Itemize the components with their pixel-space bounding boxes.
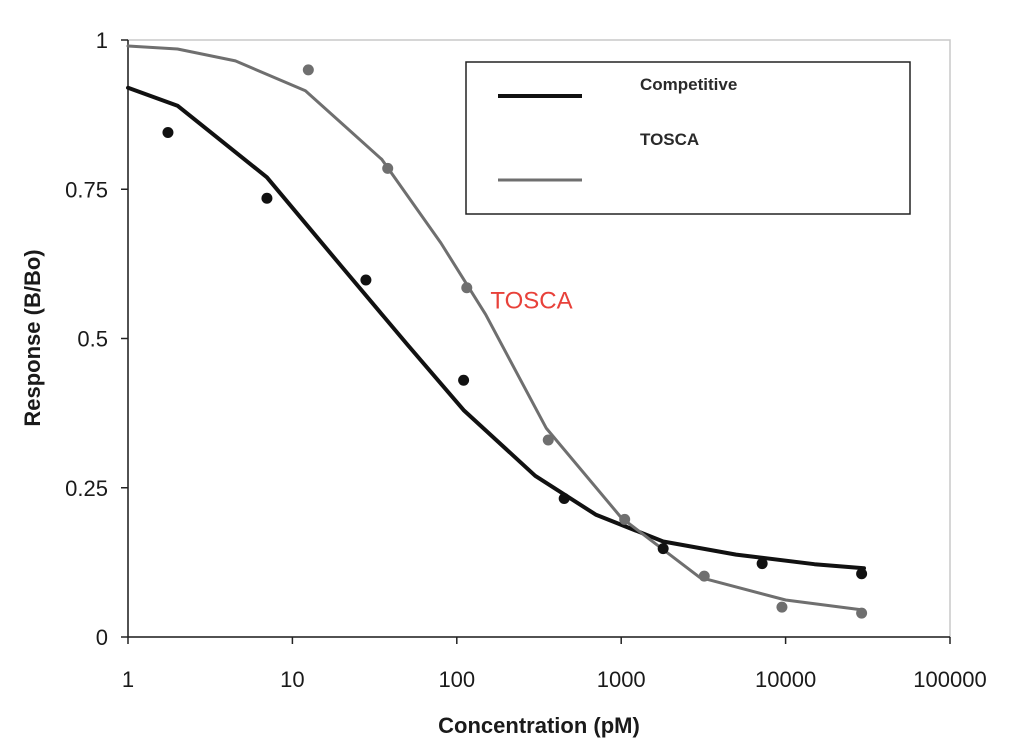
legend-label-tosca: TOSCA — [640, 130, 699, 149]
data-point-tosca — [542, 434, 554, 446]
series-line-tosca — [126, 44, 866, 612]
x-tick-label: 10000 — [755, 667, 816, 692]
data-point-competitive — [856, 568, 868, 580]
data-point-tosca — [856, 607, 868, 619]
x-tick-label: 100000 — [913, 667, 986, 692]
data-point-competitive — [756, 558, 768, 570]
legend: Competitive TOSCA — [465, 61, 911, 215]
curves — [126, 44, 866, 612]
data-point-competitive — [261, 192, 273, 204]
x-tick-label: 10 — [280, 667, 304, 692]
data-point-tosca — [461, 282, 473, 294]
x-tick-label: 1 — [122, 667, 134, 692]
tosca-annotation: TOSCA — [490, 288, 572, 315]
y-tick-label: 1 — [96, 28, 108, 53]
series-line-competitive — [126, 85, 866, 571]
data-point-competitive — [657, 543, 669, 555]
y-axis-title: Response (B/Bo) — [20, 249, 45, 426]
y-tick-label: 0.75 — [65, 177, 108, 202]
x-tick-label: 100 — [438, 667, 475, 692]
data-point-tosca — [619, 513, 631, 525]
data-point-tosca — [776, 601, 788, 613]
y-tick-label: 0 — [96, 625, 108, 650]
x-axis-title: Concentration (pM) — [438, 713, 640, 738]
y-tick-label: 0.5 — [77, 327, 108, 352]
data-point-competitive — [458, 374, 470, 386]
y-tick-label: 0.25 — [65, 476, 108, 501]
data-point-tosca — [302, 64, 314, 76]
data-point-competitive — [162, 127, 174, 139]
data-point-tosca — [382, 162, 394, 174]
x-tick-label: 1000 — [597, 667, 646, 692]
data-points — [162, 64, 868, 619]
data-point-tosca — [698, 570, 710, 582]
legend-label-competitive: Competitive — [640, 75, 737, 94]
axes: 1 10 100 1000 10000 100000 0 0.25 0.5 0.75 1 — [65, 28, 987, 692]
legend-box — [465, 61, 911, 215]
data-point-competitive — [360, 274, 372, 286]
data-point-competitive — [558, 492, 570, 504]
